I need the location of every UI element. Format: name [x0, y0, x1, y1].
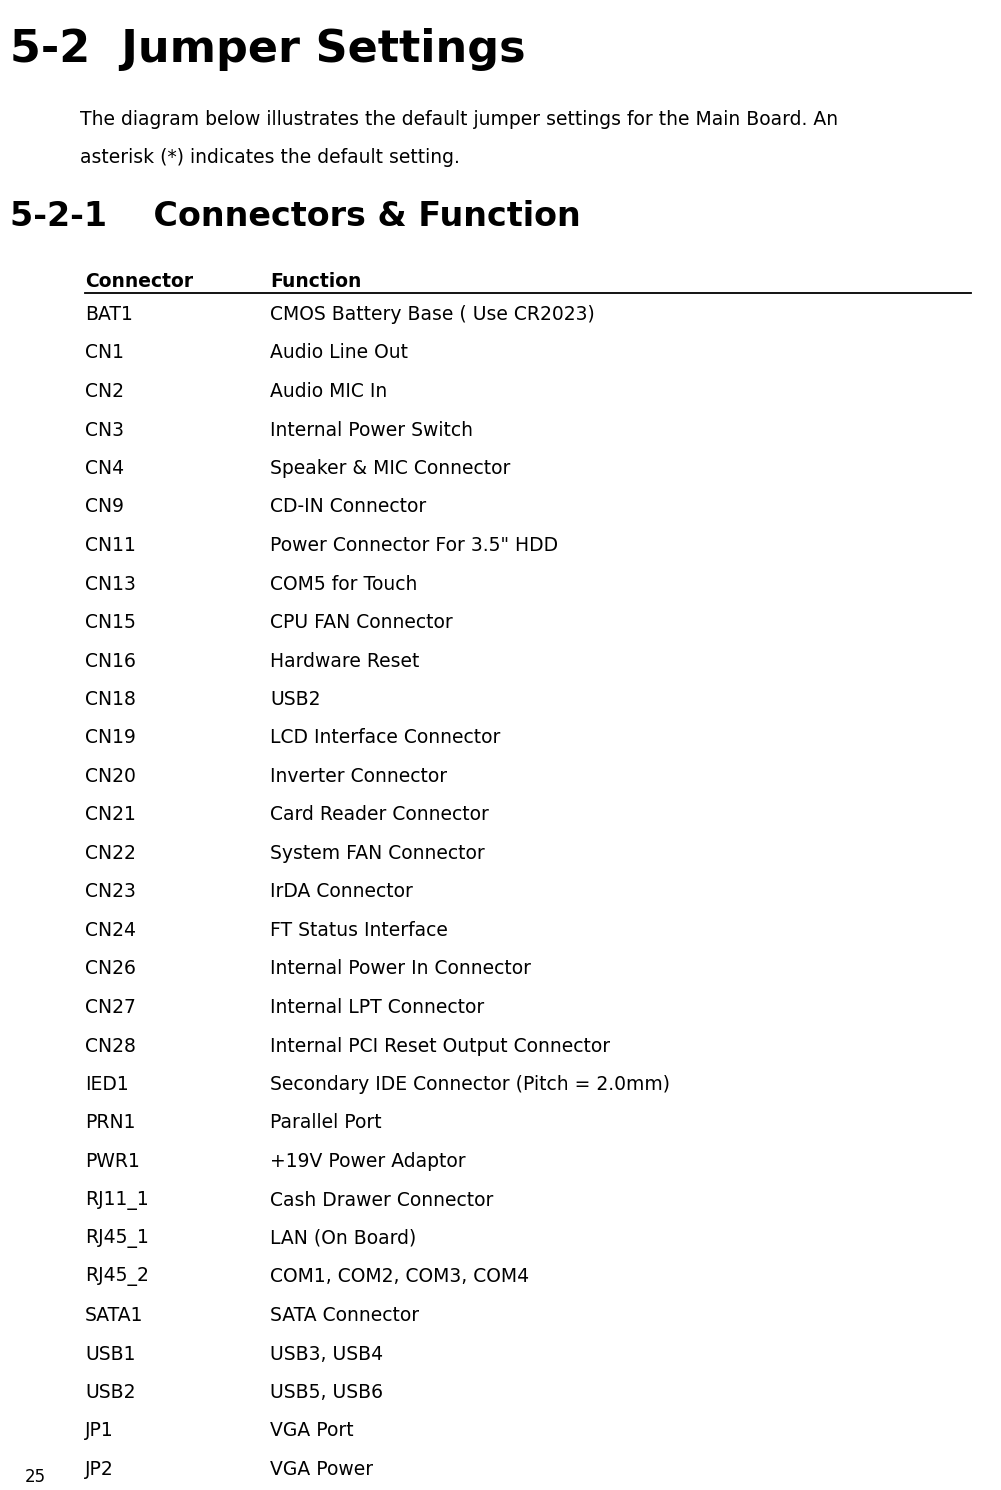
- Text: USB2: USB2: [85, 1383, 135, 1402]
- Text: CMOS Battery Base ( Use CR2023): CMOS Battery Base ( Use CR2023): [270, 305, 595, 323]
- Text: CN2: CN2: [85, 381, 124, 401]
- Text: COM5 for Touch: COM5 for Touch: [270, 575, 417, 593]
- Text: Audio Line Out: Audio Line Out: [270, 344, 408, 362]
- Text: +19V Power Adaptor: +19V Power Adaptor: [270, 1152, 465, 1171]
- Text: SATA1: SATA1: [85, 1307, 143, 1325]
- Text: The diagram below illustrates the default jumper settings for the Main Board. An: The diagram below illustrates the defaul…: [80, 110, 838, 130]
- Text: USB2: USB2: [270, 690, 320, 709]
- Text: Internal Power Switch: Internal Power Switch: [270, 420, 473, 440]
- Text: CN18: CN18: [85, 690, 136, 709]
- Text: Audio MIC In: Audio MIC In: [270, 381, 387, 401]
- Text: RJ11_1: RJ11_1: [85, 1191, 149, 1210]
- Text: CN27: CN27: [85, 998, 136, 1018]
- Text: PWR1: PWR1: [85, 1152, 140, 1171]
- Text: Speaker & MIC Connector: Speaker & MIC Connector: [270, 459, 511, 478]
- Text: RJ45_2: RJ45_2: [85, 1268, 149, 1286]
- Text: CD-IN Connector: CD-IN Connector: [270, 498, 426, 517]
- Text: RJ45_1: RJ45_1: [85, 1229, 149, 1249]
- Text: Parallel Port: Parallel Port: [270, 1113, 382, 1132]
- Text: IED1: IED1: [85, 1074, 129, 1094]
- Text: Function: Function: [270, 273, 361, 291]
- Text: SATA Connector: SATA Connector: [270, 1307, 419, 1325]
- Text: CN26: CN26: [85, 960, 136, 979]
- Text: 5-2-1    Connectors & Function: 5-2-1 Connectors & Function: [10, 200, 581, 232]
- Text: JP1: JP1: [85, 1421, 114, 1441]
- Text: LCD Interface Connector: LCD Interface Connector: [270, 729, 500, 748]
- Text: IrDA Connector: IrDA Connector: [270, 882, 413, 901]
- Text: Hardware Reset: Hardware Reset: [270, 651, 419, 670]
- Text: asterisk (*) indicates the default setting.: asterisk (*) indicates the default setti…: [80, 148, 459, 167]
- Text: 25: 25: [25, 1468, 46, 1486]
- Text: USB5, USB6: USB5, USB6: [270, 1383, 383, 1402]
- Text: CN4: CN4: [85, 459, 124, 478]
- Text: CN11: CN11: [85, 536, 136, 554]
- Text: Cash Drawer Connector: Cash Drawer Connector: [270, 1191, 493, 1210]
- Text: USB3, USB4: USB3, USB4: [270, 1344, 383, 1363]
- Text: CN15: CN15: [85, 612, 136, 632]
- Text: Internal Power In Connector: Internal Power In Connector: [270, 960, 532, 979]
- Text: Power Connector For 3.5" HDD: Power Connector For 3.5" HDD: [270, 536, 559, 554]
- Text: Inverter Connector: Inverter Connector: [270, 767, 447, 787]
- Text: CN13: CN13: [85, 575, 136, 593]
- Text: COM1, COM2, COM3, COM4: COM1, COM2, COM3, COM4: [270, 1268, 530, 1286]
- Text: System FAN Connector: System FAN Connector: [270, 843, 485, 863]
- Text: CPU FAN Connector: CPU FAN Connector: [270, 612, 453, 632]
- Text: CN24: CN24: [85, 921, 136, 940]
- Text: FT Status Interface: FT Status Interface: [270, 921, 448, 940]
- Text: Card Reader Connector: Card Reader Connector: [270, 806, 489, 824]
- Text: CN21: CN21: [85, 806, 136, 824]
- Text: 5-2  Jumper Settings: 5-2 Jumper Settings: [10, 28, 526, 72]
- Text: PRN1: PRN1: [85, 1113, 135, 1132]
- Text: JP2: JP2: [85, 1460, 114, 1480]
- Text: CN23: CN23: [85, 882, 136, 901]
- Text: CN1: CN1: [85, 344, 124, 362]
- Text: CN9: CN9: [85, 498, 124, 517]
- Text: CN28: CN28: [85, 1037, 136, 1055]
- Text: BAT1: BAT1: [85, 305, 133, 323]
- Text: VGA Power: VGA Power: [270, 1460, 373, 1480]
- Text: LAN (On Board): LAN (On Board): [270, 1229, 416, 1249]
- Text: CN3: CN3: [85, 420, 124, 440]
- Text: CN16: CN16: [85, 651, 136, 670]
- Text: Internal LPT Connector: Internal LPT Connector: [270, 998, 484, 1018]
- Text: USB1: USB1: [85, 1344, 135, 1363]
- Text: CN19: CN19: [85, 729, 136, 748]
- Text: CN22: CN22: [85, 843, 136, 863]
- Text: Connector: Connector: [85, 273, 193, 291]
- Text: Internal PCI Reset Output Connector: Internal PCI Reset Output Connector: [270, 1037, 611, 1055]
- Text: Secondary IDE Connector (Pitch = 2.0mm): Secondary IDE Connector (Pitch = 2.0mm): [270, 1074, 671, 1094]
- Text: VGA Port: VGA Port: [270, 1421, 354, 1441]
- Text: CN20: CN20: [85, 767, 136, 787]
